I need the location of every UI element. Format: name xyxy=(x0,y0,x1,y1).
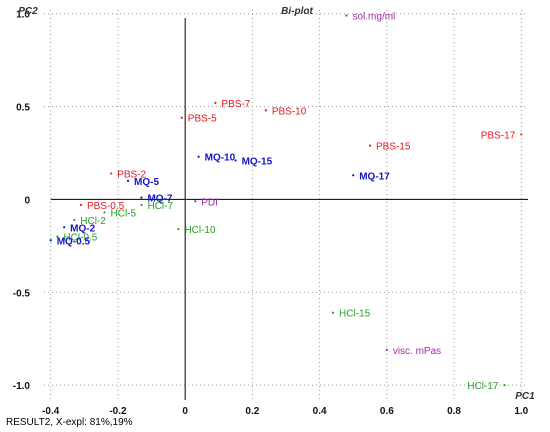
data-point xyxy=(264,109,267,112)
data-label: PBS-2 xyxy=(117,169,146,180)
x-tick-label: 0.4 xyxy=(313,406,327,417)
data-point xyxy=(503,384,506,387)
data-point xyxy=(63,226,66,229)
data-point xyxy=(368,144,372,147)
data-point xyxy=(140,196,143,199)
data-label: sol.mg/ml xyxy=(353,12,396,23)
x-tick-label: 0.6 xyxy=(380,406,394,417)
y-tick-label: 1.0 xyxy=(16,10,30,21)
y-tick-label: 0 xyxy=(24,195,30,206)
x-tick-label: 0 xyxy=(182,406,188,417)
data-label: HCl-10 xyxy=(184,225,216,236)
data-label: MQ-5 xyxy=(134,177,159,188)
data-point xyxy=(214,101,217,104)
data-point xyxy=(180,116,183,119)
data-label: PDI xyxy=(201,197,218,208)
data-point xyxy=(197,155,200,158)
y-tick-label: 0.5 xyxy=(16,103,30,114)
data-point xyxy=(194,200,197,203)
data-point xyxy=(103,211,106,214)
data-point xyxy=(140,203,143,207)
data-point xyxy=(345,14,348,17)
chart-title: Bi-plot xyxy=(281,6,313,17)
data-point xyxy=(49,239,52,242)
plot-axes xyxy=(50,18,528,400)
data-label: HCl-7 xyxy=(147,201,173,212)
status-bar: RESULT2, X-expl: 81%,19% xyxy=(6,417,133,428)
data-label: HCl-17 xyxy=(467,381,499,392)
data-label: PBS-10 xyxy=(272,106,307,117)
x-tick-label: 1.0 xyxy=(514,406,528,417)
data-point xyxy=(110,172,113,175)
data-label: MQ-15 xyxy=(242,156,273,167)
x-tick-label: 0.2 xyxy=(245,406,259,417)
data-label: HCl-2 xyxy=(80,216,106,227)
grid-lines xyxy=(44,10,528,400)
tick-labels: -0.4 -0.2 0 0.2 0.4 0.6 0.8 1.0 -1.0 -0.5 0 0.5 1.0 xyxy=(13,10,529,417)
data-label: PBS-0.5 xyxy=(87,201,125,212)
data-point xyxy=(56,235,59,238)
data-label: PBS-17 xyxy=(481,130,516,141)
data-point xyxy=(520,133,523,136)
data-points: sol.mg/ml PBS-7 PBS-10 PBS-5 PBS-17 PBS-15 MQ-… xyxy=(49,12,523,392)
data-point xyxy=(79,203,83,207)
data-label: HCl-15 xyxy=(339,309,371,320)
data-label: MQ-7 xyxy=(147,194,172,205)
data-label: MQ-17 xyxy=(359,171,390,182)
x-tick-label: 0.8 xyxy=(447,406,461,417)
data-point xyxy=(177,228,180,231)
data-label: MQ-2 xyxy=(70,223,95,234)
data-point xyxy=(385,348,388,351)
data-point xyxy=(352,174,355,177)
data-label: MQ-10 xyxy=(205,153,236,164)
x-tick-label: -0.4 xyxy=(42,406,60,417)
x-axis-label: PC1 xyxy=(515,391,535,402)
data-point xyxy=(331,311,335,314)
data-label: HCl-5 xyxy=(111,208,137,219)
data-label: PBS-15 xyxy=(376,142,411,153)
y-tick-label: -0.5 xyxy=(13,288,31,299)
x-tick-label: -0.2 xyxy=(109,406,127,417)
data-label: PBS-7 xyxy=(221,99,250,110)
data-label: MQ-0.5 xyxy=(57,236,91,247)
data-point xyxy=(234,159,237,162)
data-label: PBS-5 xyxy=(188,114,217,125)
data-label: visc. mPas xyxy=(393,346,441,357)
data-point xyxy=(73,218,76,221)
y-tick-label: -1.0 xyxy=(13,381,31,392)
data-label: HCl-0.5 xyxy=(63,233,97,244)
data-point xyxy=(126,179,130,182)
y-axis-label: PC2 xyxy=(18,6,38,17)
